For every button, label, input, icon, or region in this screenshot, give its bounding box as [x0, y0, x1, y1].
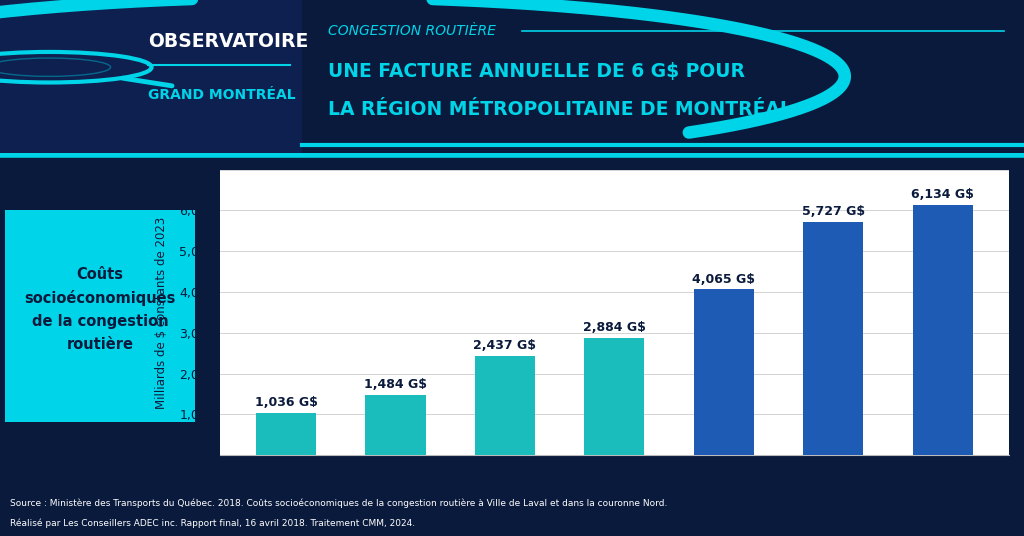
Bar — [366, 394, 426, 455]
Text: 1,036 G$: 1,036 G$ — [255, 396, 317, 410]
Bar — [912, 205, 973, 455]
Text: LA RÉGION MÉTROPOLITAINE DE MONTRÉAL: LA RÉGION MÉTROPOLITAINE DE MONTRÉAL — [328, 100, 792, 120]
Text: GRAND MONTRÉAL: GRAND MONTRÉAL — [148, 88, 296, 102]
Y-axis label: Milliards de $ constants de 2023: Milliards de $ constants de 2023 — [156, 216, 168, 408]
FancyBboxPatch shape — [0, 0, 302, 153]
Bar — [693, 289, 754, 455]
Text: OBSERVATOIRE: OBSERVATOIRE — [148, 32, 308, 51]
Bar — [256, 413, 316, 455]
Text: 5,727 G$: 5,727 G$ — [802, 205, 865, 218]
Text: Réalisé par Les Conseillers ADEC inc. Rapport final, 16 avril 2018. Traitement C: Réalisé par Les Conseillers ADEC inc. Ra… — [10, 518, 416, 527]
Text: 1,484 G$: 1,484 G$ — [364, 378, 427, 391]
Bar — [585, 338, 644, 455]
Text: UNE FACTURE ANNUELLE DE 6 G$ POUR: UNE FACTURE ANNUELLE DE 6 G$ POUR — [328, 62, 744, 80]
Text: CONGESTION ROUTIÈRE: CONGESTION ROUTIÈRE — [328, 24, 496, 38]
Text: 4,065 G$: 4,065 G$ — [692, 273, 756, 286]
FancyBboxPatch shape — [5, 210, 195, 422]
Text: 2,884 G$: 2,884 G$ — [583, 321, 646, 334]
Bar — [475, 356, 536, 455]
Text: Coûts
socioéconomiques
de la congestion
routière: Coûts socioéconomiques de la congestion … — [25, 266, 175, 352]
Text: 2,437 G$: 2,437 G$ — [473, 339, 537, 352]
Text: 6,134 G$: 6,134 G$ — [911, 188, 974, 201]
Bar — [803, 221, 863, 455]
Text: Source : Ministère des Transports du Québec. 2018. Coûts socioéconomiques de la : Source : Ministère des Transports du Qué… — [10, 498, 668, 508]
